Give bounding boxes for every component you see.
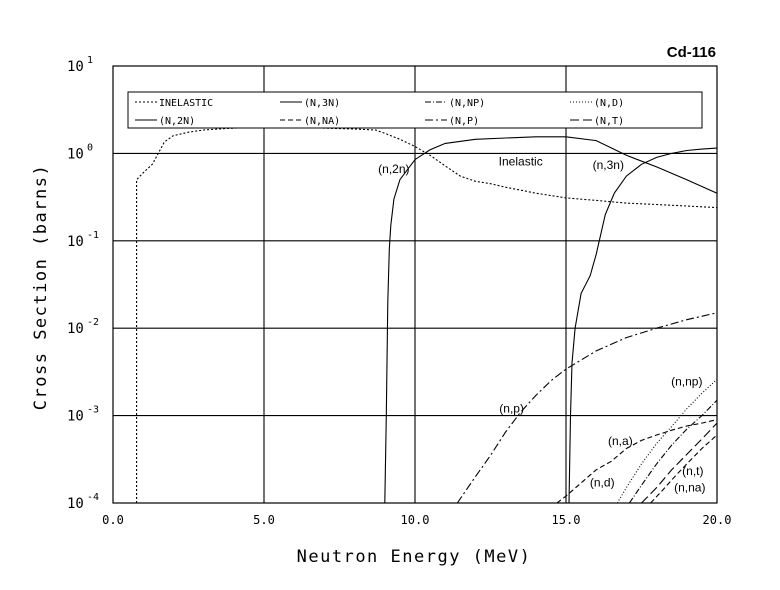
y-axis-label: Cross Section (barns) [31,164,51,410]
y-tick-exponent: -3 [87,405,99,416]
annotation-label: (n,3n) [593,158,624,172]
grid [113,66,717,503]
series-line-2 [568,147,717,503]
y-tick-base: 10 [67,321,84,337]
x-tick-label: 10.0 [401,513,430,527]
annotation-label: (n,na) [674,481,705,495]
legend-label: (N,NA) [304,116,340,127]
series-line-4 [556,419,717,503]
series-line-1 [384,136,717,503]
y-tick-label: 10 -1 [67,230,99,250]
annotation-label: (n,t) [682,464,703,478]
y-tick-label: 10 -2 [67,317,99,337]
annotations: (n,2n) Inelastic (n,3n) (n,np) (n,p) (n,a) (n,… [378,154,705,494]
annotation-label: Inelastic [499,154,543,168]
y-tick-exponent: 1 [87,55,93,66]
x-tick-label: 5.0 [253,513,275,527]
series-line-5 [616,378,717,503]
series-line-6 [628,399,717,503]
y-tick-label: 10 1 [67,55,93,75]
series-line-3 [456,312,717,503]
series-line-8 [650,434,717,503]
y-tick-base: 10 [67,496,84,512]
legend-label: (N,2N) [159,116,195,127]
y-tick-exponent: -2 [87,317,99,328]
x-tick-label: 20.0 [703,513,732,527]
series-lines [136,126,717,503]
annotation-label: (n,np) [671,375,702,389]
y-tick-label: 10 0 [67,142,93,162]
legend-box [127,91,703,129]
x-tick-label: 15.0 [552,513,581,527]
legend-label: (N,3N) [304,98,340,109]
x-axis-label: Neutron Energy (MeV) [297,547,532,567]
y-tick-exponent: -1 [87,230,99,241]
annotation-label: (n,2n) [378,162,409,176]
annotation-label: (n,p) [499,402,524,416]
x-tick-labels: 0.0 5.0 10.0 15.0 20.0 [102,513,731,527]
y-tick-label: 10 -4 [67,492,99,512]
chart-title: Cd-116 [667,44,716,61]
y-tick-base: 10 [67,234,84,250]
y-tick-exponent: -4 [87,492,99,503]
y-tick-label: 10 -3 [67,405,99,425]
legend-label: (N,D) [594,98,624,109]
legend-label: INELASTIC [159,98,213,109]
series-line-7 [641,422,717,503]
y-tick-base: 10 [67,409,84,425]
legend-label: (N,T) [594,116,624,127]
legend-label: (N,NP) [449,98,485,109]
legend: INELASTIC (N,3N) (N,NP) (N,D) (N,2N) (N,NA) (N… [127,91,703,129]
y-tick-exponent: 0 [87,142,93,153]
x-tick-label: 0.0 [102,513,124,527]
legend-label: (N,P) [449,116,479,127]
annotation-label: (n,a) [608,434,633,448]
y-tick-base: 10 [67,59,84,75]
y-tick-base: 10 [67,146,84,162]
annotation-label: (n,d) [590,475,615,489]
plot-frame [112,65,718,504]
